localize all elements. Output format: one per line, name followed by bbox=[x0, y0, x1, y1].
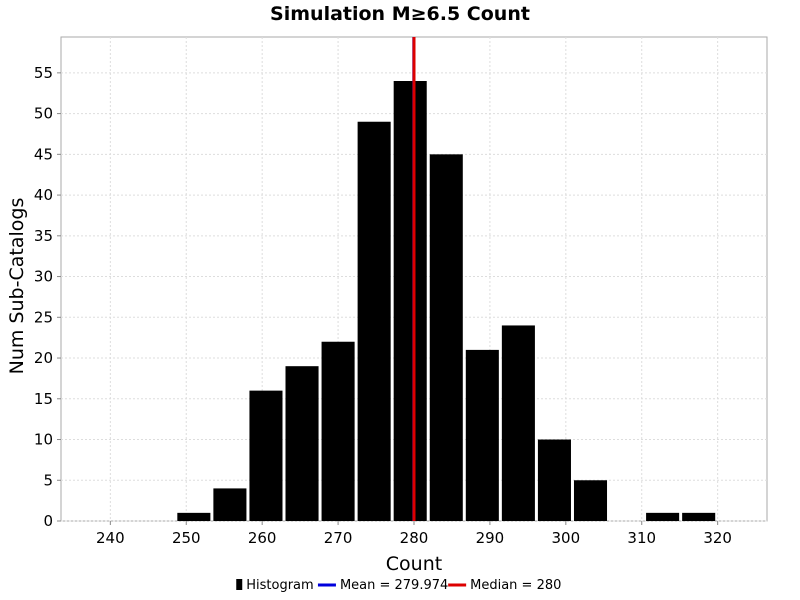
histogram-bar bbox=[249, 390, 283, 521]
y-tick-label: 30 bbox=[34, 268, 53, 286]
x-tick-label: 300 bbox=[552, 529, 581, 547]
y-tick-label: 25 bbox=[34, 308, 53, 326]
x-tick-label: 290 bbox=[476, 529, 505, 547]
legend: Histogram Mean = 279.974 Median = 280 bbox=[236, 578, 561, 593]
axes: 240 250 260 270 280 290 300 310 320 0 5 10 15 20 25 30 3… bbox=[34, 64, 732, 547]
histogram-bar bbox=[646, 512, 680, 521]
x-tick-label: 280 bbox=[400, 529, 429, 547]
histogram-bar bbox=[429, 154, 463, 522]
y-tick-label: 5 bbox=[43, 471, 53, 489]
legend-swatch bbox=[236, 579, 243, 590]
histogram-bar bbox=[393, 81, 427, 521]
legend-label: Median = 280 bbox=[470, 578, 561, 593]
y-tick-label: 10 bbox=[34, 431, 53, 449]
y-axis-label: Num Sub-Catalogs bbox=[6, 198, 28, 375]
y-tick-label: 45 bbox=[34, 145, 53, 163]
legend-label: Mean = 279.974 bbox=[340, 578, 448, 593]
histogram-bar bbox=[537, 439, 571, 521]
histogram-bar bbox=[357, 121, 391, 522]
y-tick-label: 55 bbox=[34, 64, 53, 82]
legend-label: Histogram bbox=[246, 578, 313, 593]
x-tick-label: 250 bbox=[172, 529, 201, 547]
chart-title: Simulation M≥6.5 Count bbox=[270, 3, 530, 25]
histogram-bar bbox=[285, 366, 319, 521]
histogram-bar bbox=[573, 480, 608, 521]
y-tick-label: 40 bbox=[34, 186, 53, 204]
histogram-bar bbox=[682, 512, 716, 521]
x-tick-label: 310 bbox=[627, 529, 656, 547]
histogram-bar bbox=[321, 341, 355, 521]
x-axis-label: Count bbox=[386, 553, 442, 575]
histogram-bars bbox=[177, 81, 716, 522]
y-tick-label: 35 bbox=[34, 227, 53, 245]
histogram-bar bbox=[177, 512, 211, 521]
y-tick-label: 50 bbox=[34, 105, 53, 123]
y-tick-label: 15 bbox=[34, 390, 53, 408]
histogram-bar bbox=[465, 349, 499, 521]
histogram-bar bbox=[213, 488, 247, 521]
x-tick-label: 270 bbox=[324, 529, 353, 547]
x-tick-label: 260 bbox=[248, 529, 277, 547]
x-tick-label: 320 bbox=[703, 529, 732, 547]
y-tick-label: 20 bbox=[34, 349, 53, 367]
x-tick-label: 240 bbox=[96, 529, 125, 547]
histogram-bar bbox=[501, 325, 535, 521]
y-tick-label: 0 bbox=[43, 512, 53, 530]
